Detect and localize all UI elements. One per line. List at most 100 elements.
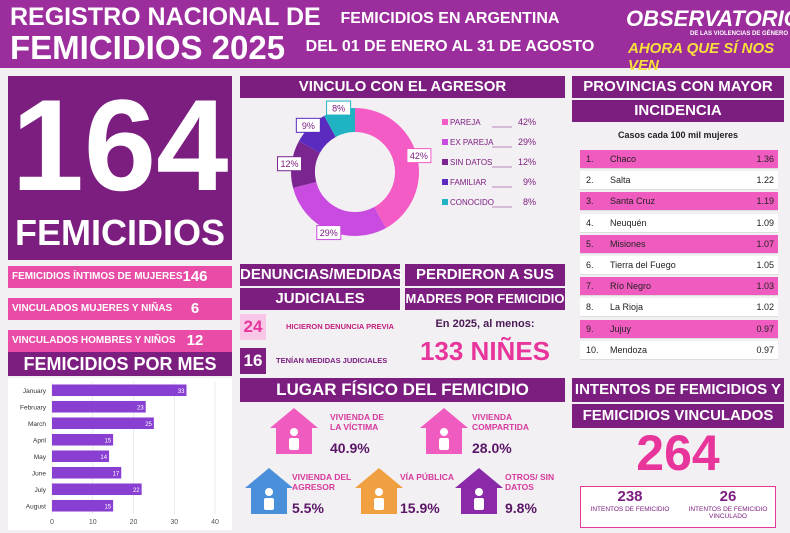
province-row [580, 192, 778, 212]
section-title: VINCULO CON EL AGRESOR [240, 76, 565, 98]
province-value: 1.09 [756, 217, 774, 228]
attempt-value: 26 [719, 488, 737, 505]
denuncia-label: TENÍAN MEDIDAS JUDICIALES [276, 356, 388, 365]
person-icon [440, 428, 448, 436]
bar-value: 15 [104, 504, 111, 510]
section-title: PROVINCIAS CON MAYOR [572, 76, 784, 98]
province-rank: 10. [586, 344, 599, 355]
attempt-value: 238 [617, 488, 643, 505]
y-tick-label: January [23, 388, 47, 395]
province-name: Chaco [610, 154, 637, 164]
province-name: Jujuy [610, 323, 632, 334]
breakdown-row [8, 330, 232, 352]
attempt-label: INTENTOS DE FEMICIDIO [590, 506, 670, 513]
location-value: 28.0% [472, 440, 512, 456]
y-tick-label: August [26, 503, 46, 510]
total-label: FEMICIDIOS [14, 212, 225, 253]
legend-swatch [442, 139, 448, 145]
bar [52, 450, 110, 463]
breakdown-value: 6 [190, 300, 200, 317]
person-icon [264, 498, 274, 510]
province-name: Santa Cruz [610, 196, 656, 207]
section-title: DENUNCIAS/MEDIDAS [240, 264, 403, 286]
location-label: VIVIENDA DE LA VÍCTIMA [330, 412, 385, 432]
x-tick-label: 10 [89, 519, 97, 526]
bar-value: 33 [178, 389, 185, 395]
y-tick-label: February [20, 404, 47, 411]
title-line1: REGISTRO NACIONAL DE [10, 3, 321, 31]
total-box [8, 76, 232, 260]
province-row [580, 298, 778, 318]
breakdown-value: 146 [182, 268, 208, 285]
legend-label: FAMILIAR [450, 178, 487, 187]
x-tick-label: 0 [50, 519, 54, 526]
province-value: 0.97 [756, 344, 774, 355]
donut-slice [293, 181, 386, 236]
province-row [580, 256, 778, 275]
province-rank: 5. [586, 238, 594, 249]
subtitle-line2: DEL 01 DE ENERO AL 31 DE AGOSTO [305, 38, 595, 55]
bar [52, 417, 154, 430]
breakdown-label: FEMICIDIOS ÍNTIMOS DE MUJERES [12, 271, 183, 282]
section-title: FEMICIDIOS VINCULADOS [572, 404, 784, 428]
province-row [580, 213, 778, 233]
province-row [580, 150, 778, 169]
breakdown-label: VINCULADOS HOMBRES Y NIÑOS [12, 335, 176, 346]
province-value: 1.05 [756, 260, 774, 270]
x-tick-label: 40 [211, 519, 219, 526]
bar-value: 23 [137, 405, 144, 411]
person-icon [290, 428, 298, 436]
y-tick-label: April [33, 437, 47, 444]
person-icon [475, 488, 483, 496]
legend-value: 12% [518, 157, 536, 167]
province-rank: 9. [586, 323, 594, 334]
bar-value: 25 [145, 422, 152, 428]
denuncia-label: HICIERON DENUNCIA PREVIA [286, 322, 395, 331]
y-tick-label: July [34, 487, 46, 494]
location-value: 5.5% [292, 500, 324, 516]
legend-swatch [442, 119, 448, 125]
bar-value: 15 [104, 438, 111, 444]
province-name: Salta [610, 175, 631, 186]
breakdown-label: VINCULADOS MUJERES Y NIÑAS [12, 303, 173, 314]
title-line2: FEMICIDIOS 2025 [10, 29, 286, 66]
legend-label: EX PAREJA [450, 138, 494, 147]
location-label: VÍA PÚBLICA [400, 472, 454, 482]
province-rank: 1. [586, 154, 594, 164]
section-title: FEMICIDIOS POR MES [8, 352, 232, 376]
province-row [580, 171, 778, 191]
bar [52, 384, 187, 397]
legend-swatch [442, 179, 448, 185]
attempt-label: INTENTOS DE FEMICIDIO VINCULADO [688, 506, 768, 520]
legend-label: PAREJA [450, 118, 481, 127]
person-icon [375, 488, 383, 496]
y-tick-label: May [34, 454, 47, 461]
legend-value: 9% [523, 177, 536, 187]
province-name: Misiones [610, 238, 646, 249]
data-label: 8% [332, 104, 345, 114]
province-name: Neuquén [610, 217, 647, 228]
x-tick-label: 30 [170, 519, 178, 526]
person-icon [439, 438, 449, 450]
province-value: 1.36 [756, 154, 774, 164]
location-value: 15.9% [400, 500, 440, 516]
location-label: VIVIENDA COMPARTIDA [472, 412, 529, 432]
location-value: 40.9% [330, 440, 370, 456]
bar-value: 14 [100, 455, 107, 461]
data-label: 9% [302, 121, 315, 131]
legend-swatch [442, 159, 448, 165]
section-title: INCIDENCIA [572, 100, 784, 122]
person-icon [474, 498, 484, 510]
province-value: 0.97 [756, 323, 774, 334]
person-icon [374, 498, 384, 510]
label-box [277, 156, 303, 172]
orphans-highlight: 133 NIÑES [419, 336, 551, 366]
location-value: 9.8% [505, 500, 537, 516]
province-value: 1.22 [756, 175, 774, 186]
section-title: MADRES POR FEMICIDIO [405, 288, 565, 310]
data-label: 29% [320, 228, 338, 238]
label-box [295, 117, 321, 133]
province-value: 1.02 [756, 302, 774, 313]
header [0, 0, 790, 68]
